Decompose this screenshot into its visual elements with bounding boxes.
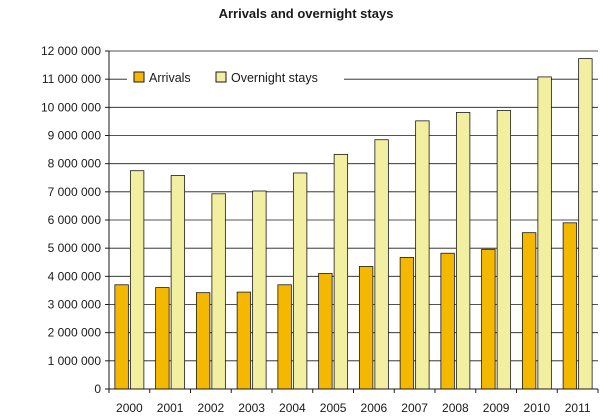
bar-arrivals-2000 — [114, 284, 129, 390]
y-tick-label: 6 000 000 — [48, 213, 102, 227]
gridlines — [109, 50, 598, 362]
bar-overnight-stays-2007 — [415, 120, 430, 390]
y-tick-label: 0 — [94, 382, 101, 396]
y-tick-label: 4 000 000 — [48, 269, 102, 283]
bar-overnight-stays-2008 — [455, 112, 471, 390]
legend-label-arrivals: Arrivals — [149, 71, 191, 85]
y-tick-label: 9 000 000 — [48, 129, 102, 143]
y-tick-label: 12 000 000 — [41, 44, 101, 58]
legend: Arrivals Overnight stays — [127, 66, 344, 90]
y-tick-label: 11 000 000 — [42, 72, 101, 86]
bar-arrivals-2006 — [358, 266, 374, 390]
x-tick-label: 2004 — [279, 401, 306, 415]
x-tick-label: 2011 — [565, 401, 591, 415]
x-tick-label: 2008 — [442, 401, 469, 415]
bar-arrivals-2007 — [399, 257, 415, 390]
bar-arrivals-2005 — [318, 273, 333, 390]
y-tick-label: 1 000 000 — [48, 354, 102, 368]
bar-arrivals-2010 — [521, 232, 537, 390]
x-tick-label: 2010 — [524, 401, 551, 415]
bar-arrivals-2003 — [236, 291, 252, 390]
bar-overnight-stays-2010 — [537, 76, 552, 390]
y-tick-label: 7 000 000 — [48, 185, 102, 199]
x-tick-label: 2002 — [198, 401, 225, 415]
bar-overnight-stays-2004 — [292, 172, 308, 390]
x-tick-label: 2005 — [320, 401, 347, 415]
bar-overnight-stays-2000 — [129, 170, 145, 390]
chart-title: Arrivals and overnight stays — [218, 6, 394, 21]
bar-overnight-stays-2005 — [333, 153, 349, 390]
y-tick-label: 3 000 000 — [48, 298, 102, 312]
bar-overnight-stays-2009 — [496, 110, 512, 390]
y-tick-label: 2 000 000 — [48, 326, 102, 340]
bar-arrivals-2009 — [481, 248, 496, 390]
x-tick-label: 2006 — [361, 401, 388, 415]
bar-arrivals-2002 — [195, 292, 211, 390]
y-tick-label: 10 000 000 — [41, 100, 101, 114]
bar-overnight-stays-2011 — [578, 58, 593, 390]
bar-overnight-stays-2006 — [374, 139, 389, 390]
bars — [114, 58, 593, 390]
bar-overnight-stays-2002 — [211, 193, 226, 390]
bar-overnight-stays-2003 — [252, 190, 267, 390]
x-tick-label: 2009 — [483, 401, 510, 415]
legend-swatch-arrivals — [133, 71, 145, 83]
legend-swatch-overnight-stays — [215, 71, 227, 83]
x-tick-label: 2000 — [116, 401, 143, 415]
bar-arrivals-2004 — [277, 284, 292, 390]
x-tick-label: 2003 — [238, 401, 265, 415]
legend-background — [127, 66, 344, 90]
bar-arrivals-2001 — [155, 287, 170, 390]
x-tick-label: 2001 — [157, 401, 184, 415]
legend-label-overnight-stays: Overnight stays — [231, 71, 318, 85]
x-tick-label: 2007 — [401, 401, 428, 415]
bar-arrivals-2008 — [440, 252, 455, 390]
y-tick-label: 8 000 000 — [48, 157, 102, 171]
bar-overnight-stays-2001 — [170, 175, 186, 390]
bar-arrivals-2011 — [562, 222, 578, 390]
y-tick-label: 5 000 000 — [48, 241, 102, 255]
